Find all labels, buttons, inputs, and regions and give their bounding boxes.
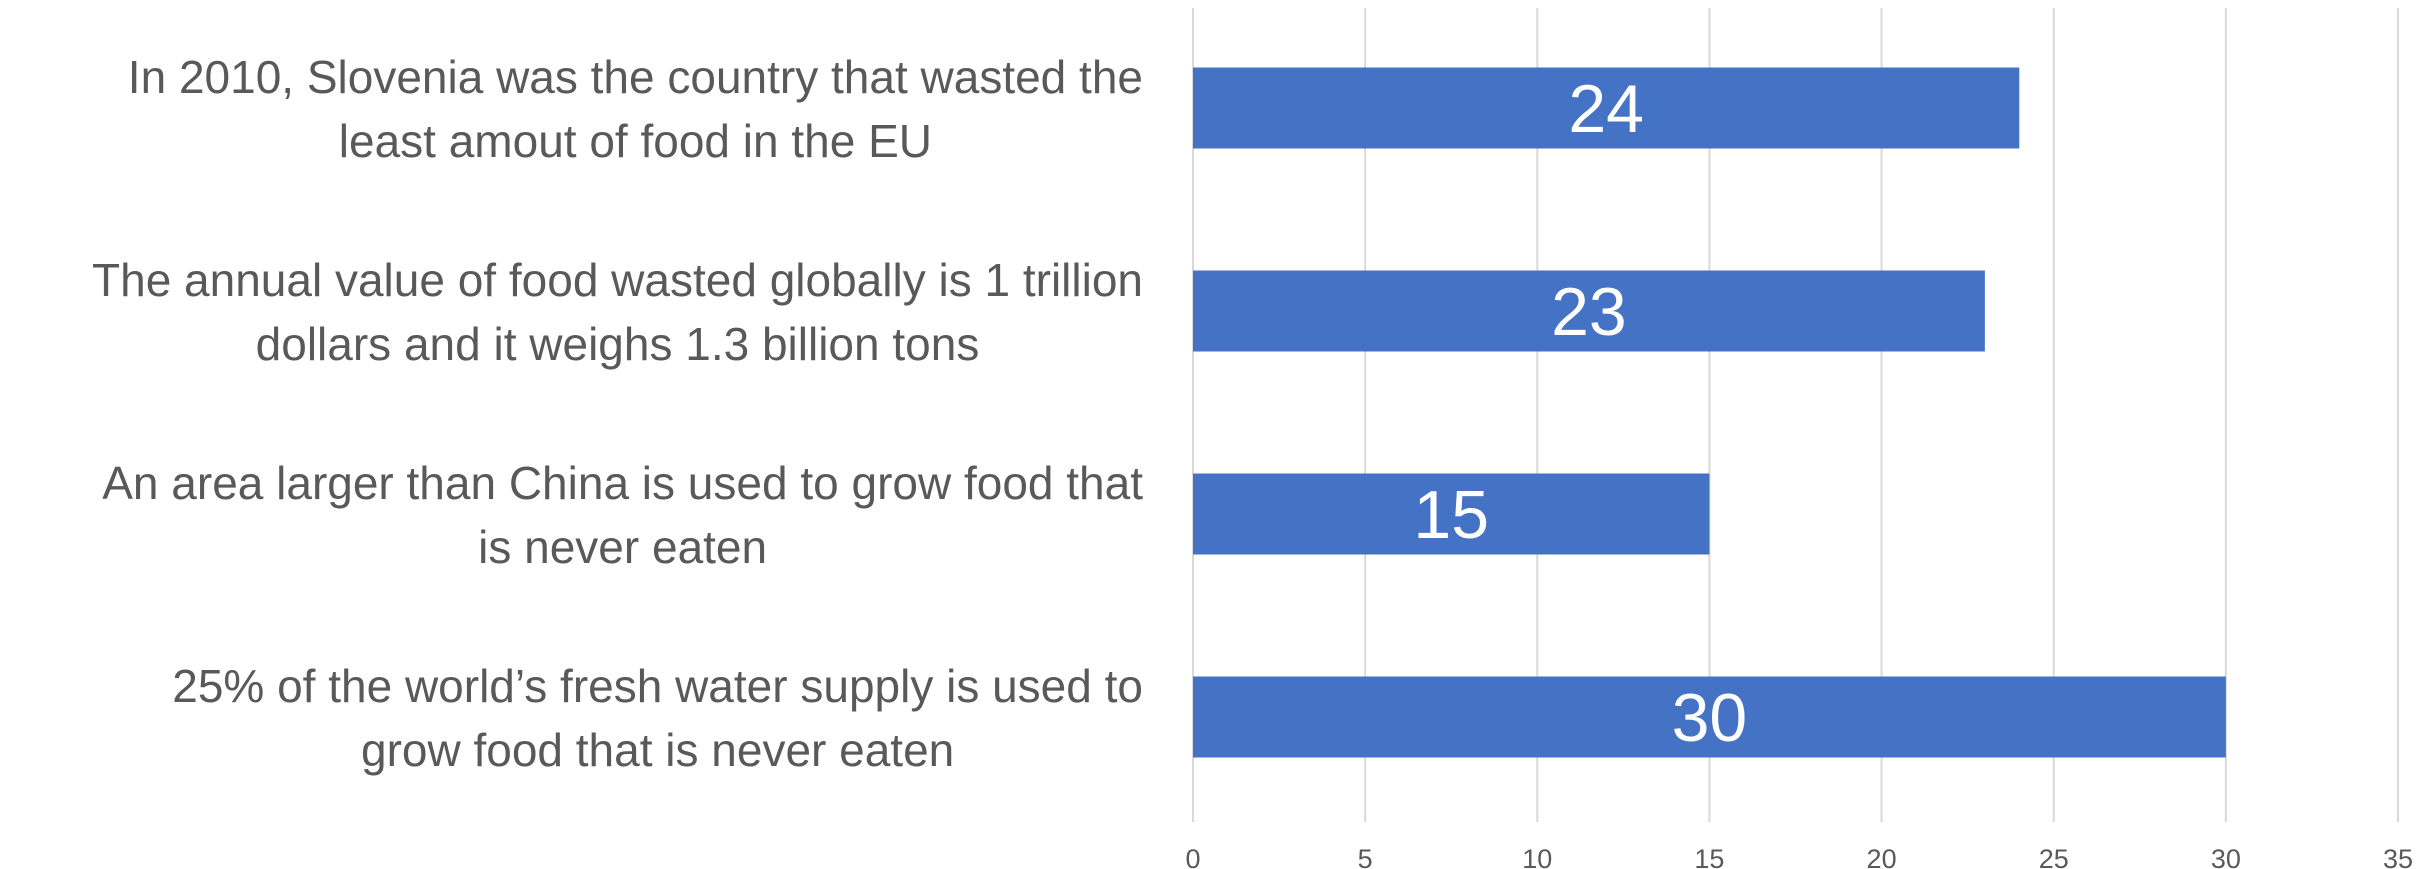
category-label-line: In 2010, Slovenia was the country that w…: [128, 51, 1143, 103]
data-labels: 24 23 15 30: [1413, 71, 1747, 756]
category-label-line: least amout of food in the EU: [339, 115, 932, 167]
category-label-line: An area larger than China is used to gro…: [102, 457, 1143, 509]
category-label-line: 25% of the world’s fresh water supply is…: [172, 660, 1143, 712]
category-label-line: The annual value of food wasted globally…: [92, 254, 1143, 306]
x-tick-label: 5: [1358, 844, 1373, 869]
bar-data-label: 15: [1413, 477, 1489, 553]
category-label: An area larger than China is used to gro…: [102, 457, 1143, 573]
x-tick-label: 30: [2211, 844, 2241, 869]
x-tick-label: 10: [1522, 844, 1552, 869]
category-labels: In 2010, Slovenia was the country that w…: [92, 51, 1143, 776]
bar: [1193, 270, 1985, 352]
x-tick-label: 25: [2039, 844, 2069, 869]
bar: [1193, 67, 2020, 149]
category-label: In 2010, Slovenia was the country that w…: [128, 51, 1143, 167]
x-tick-label: 20: [1867, 844, 1897, 869]
category-label-line: grow food that is never eaten: [361, 724, 954, 776]
bar-data-label: 24: [1568, 71, 1644, 147]
bar: [1193, 676, 2226, 758]
x-tick-label: 15: [1694, 844, 1724, 869]
bar-data-label: 23: [1551, 274, 1627, 350]
category-label: 25% of the world’s fresh water supply is…: [172, 660, 1143, 776]
x-axis-tick-labels: 0 5 10 15 20 25 30 35: [1185, 844, 2413, 869]
category-label-line: dollars and it weighs 1.3 billion tons: [256, 318, 980, 370]
x-tick-label: 35: [2383, 844, 2413, 869]
category-label-line: is never eaten: [478, 521, 767, 573]
x-tick-label: 0: [1185, 844, 1200, 869]
bar-data-label: 30: [1672, 680, 1748, 756]
bar: [1193, 473, 1710, 555]
category-label: The annual value of food wasted globally…: [92, 254, 1143, 370]
bars: [1193, 67, 2226, 758]
